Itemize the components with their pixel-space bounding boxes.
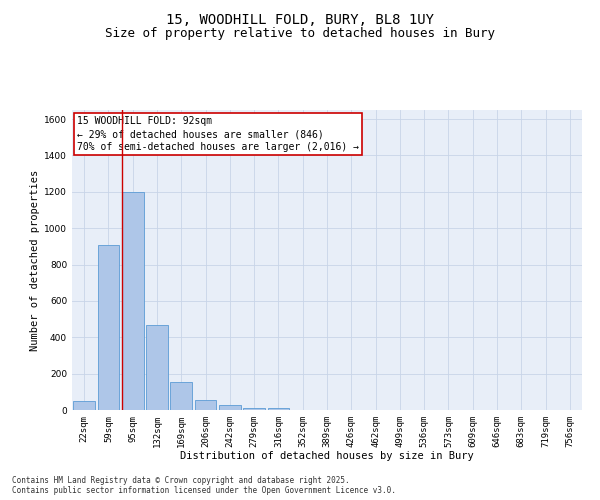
X-axis label: Distribution of detached houses by size in Bury: Distribution of detached houses by size … [180, 452, 474, 462]
Bar [194, 400, 217, 410]
Bar [73, 401, 95, 410]
Bar [243, 408, 265, 410]
Bar [170, 382, 192, 410]
Bar [268, 408, 289, 410]
Text: Contains HM Land Registry data © Crown copyright and database right 2025.
Contai: Contains HM Land Registry data © Crown c… [12, 476, 396, 495]
Text: 15 WOODHILL FOLD: 92sqm
← 29% of detached houses are smaller (846)
70% of semi-d: 15 WOODHILL FOLD: 92sqm ← 29% of detache… [77, 116, 359, 152]
Bar [146, 324, 168, 410]
Bar [122, 192, 143, 410]
Text: 15, WOODHILL FOLD, BURY, BL8 1UY: 15, WOODHILL FOLD, BURY, BL8 1UY [166, 12, 434, 26]
Bar [97, 244, 119, 410]
Bar [219, 405, 241, 410]
Text: Size of property relative to detached houses in Bury: Size of property relative to detached ho… [105, 28, 495, 40]
Y-axis label: Number of detached properties: Number of detached properties [30, 170, 40, 350]
